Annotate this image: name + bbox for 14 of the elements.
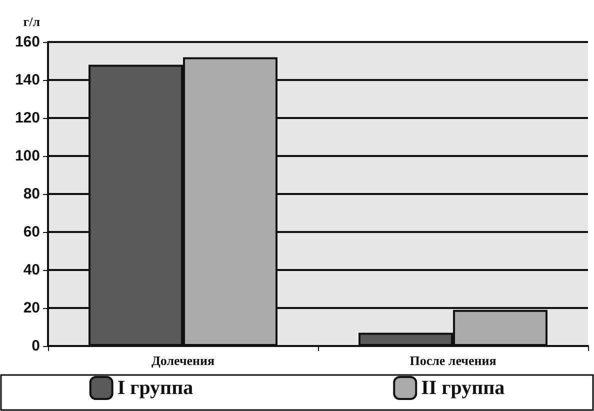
y-tick-label: 40 xyxy=(23,262,40,278)
x-tick-label: Долечения xyxy=(151,353,215,368)
y-tick-label: 20 xyxy=(23,300,40,316)
legend-label: I группа xyxy=(117,377,194,399)
y-tick-label: 0 xyxy=(32,338,40,354)
x-tick-label: После лечения xyxy=(410,353,496,368)
y-tick-label: 80 xyxy=(23,186,40,202)
y-axis-title: г/л xyxy=(23,14,40,29)
legend-label: II группа xyxy=(421,377,505,399)
y-tick-label: 120 xyxy=(14,110,40,126)
y-tick-label: 140 xyxy=(14,72,40,88)
y-tick-label: 160 xyxy=(14,34,40,50)
y-tick-label: 60 xyxy=(23,224,40,240)
y-tick-label: 100 xyxy=(14,148,40,164)
